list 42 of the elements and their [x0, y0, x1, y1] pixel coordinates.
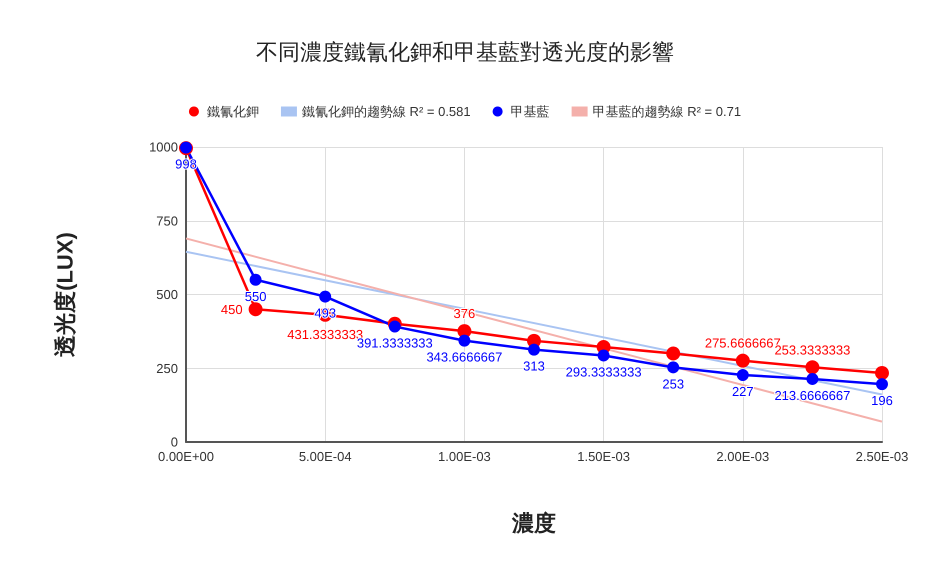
data-label: 227: [732, 384, 754, 400]
y-tick-label: 500: [156, 287, 178, 302]
x-tick-label: 5.00E-04: [298, 449, 352, 464]
legend-label: 鐵氰化鉀: [206, 104, 259, 119]
data-label: 376: [454, 306, 476, 322]
point: [875, 366, 889, 380]
legend-label: 甲基藍: [510, 104, 550, 119]
legend-label: 鐵氰化鉀的趨勢線 R² = 0.581: [302, 104, 471, 119]
point: [528, 344, 540, 356]
x-tick-label: 1.50E-03: [577, 449, 630, 464]
x-tick-label: 0.00E+00: [158, 449, 214, 464]
data-label: 313: [523, 358, 545, 374]
point: [876, 378, 888, 390]
y-tick-label: 0: [170, 434, 178, 450]
point: [806, 372, 818, 385]
data-label: 196: [871, 393, 893, 408]
point: [598, 349, 610, 362]
point: [319, 290, 332, 303]
point: [666, 346, 680, 360]
data-label: 343.6666667: [426, 350, 502, 365]
x-tick-label: 2.00E-03: [716, 449, 770, 464]
data-label: 293.3333333: [566, 364, 642, 380]
point: [248, 302, 263, 316]
legend-label: 甲基藍的趨勢線 R² = 0.71: [592, 104, 742, 119]
y-tick-label: 250: [156, 360, 178, 376]
point: [667, 361, 680, 374]
point: [388, 320, 401, 333]
point: [805, 360, 820, 374]
x-tick-label: 2.50E-03: [856, 449, 908, 464]
y-axis-title: 透光度(LUX): [52, 232, 78, 357]
x-tick-label: 1.00E-03: [438, 449, 491, 464]
data-label: 450: [220, 302, 243, 317]
y-tick-label: 1000: [149, 140, 178, 154]
data-label: 253: [662, 376, 684, 392]
y-tick-label: 750: [156, 213, 178, 228]
x-axis-title: 濃度: [511, 510, 556, 536]
point: [736, 369, 749, 382]
point: [736, 354, 750, 368]
point: [458, 334, 470, 347]
chart-title: 不同濃度鐵氰化鉀和甲基藍對透光度的影響: [256, 40, 674, 64]
data-label: 213.6666667: [774, 388, 850, 403]
point: [250, 274, 262, 286]
